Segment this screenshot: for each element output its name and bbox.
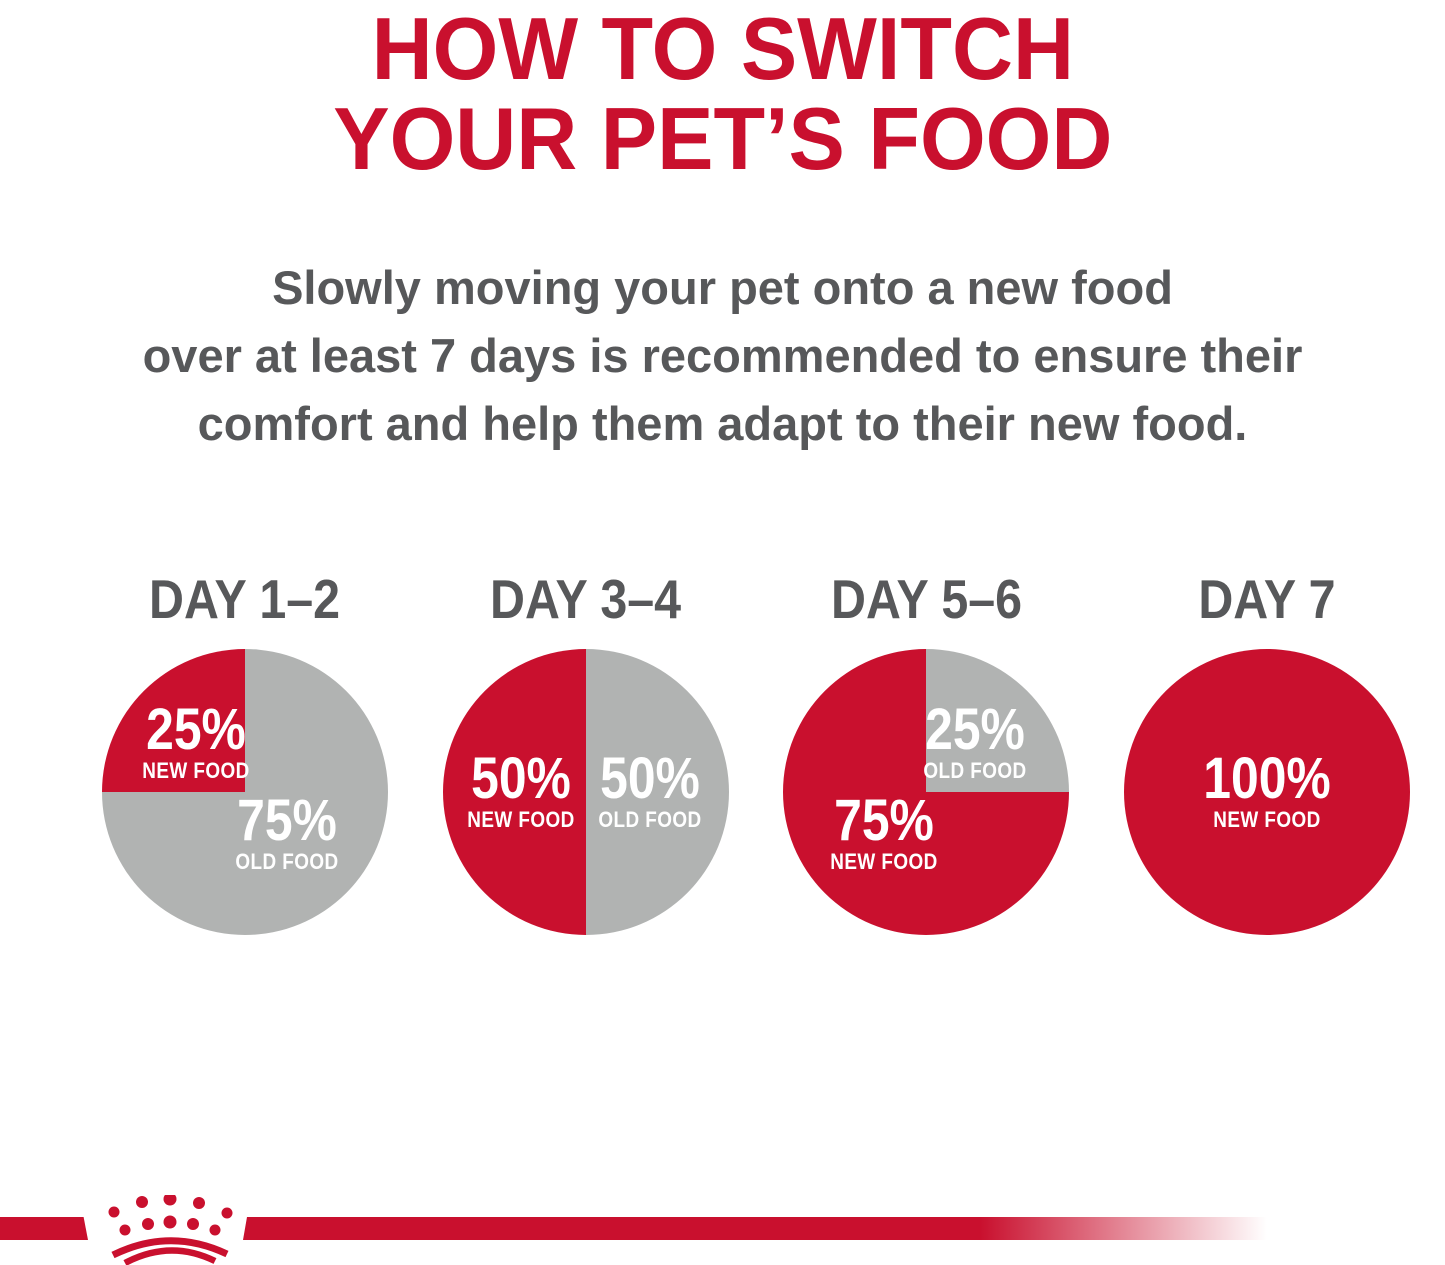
pie-column: DAY 3–4 50% NEW FOOD 50% OLD FOOD bbox=[436, 570, 736, 935]
subtitle-line1: Slowly moving your pet onto a new food bbox=[272, 261, 1173, 314]
pie-slice-food-label: OLD FOOD bbox=[923, 758, 1027, 784]
pie-slice-percent: 50% bbox=[600, 746, 700, 811]
subtitle-line3: comfort and help them adapt to their new… bbox=[197, 397, 1248, 450]
pie-svg bbox=[1123, 649, 1410, 935]
pie-chart-row: DAY 1–2 25% NEW FOOD 75% OLD FOOD DAY 3–4 50% N… bbox=[95, 570, 1417, 935]
royal-canin-crown-icon bbox=[108, 1195, 233, 1265]
pie-slice-old-food bbox=[102, 649, 388, 935]
pie-chart: 50% NEW FOOD 50% OLD FOOD bbox=[442, 649, 729, 935]
pie-column: DAY 1–2 25% NEW FOOD 75% OLD FOOD bbox=[95, 570, 395, 935]
pie-slice-percent: 25% bbox=[924, 697, 1025, 763]
pie-slice-label: 25% OLD FOOD bbox=[923, 697, 1027, 784]
pie-svg bbox=[442, 649, 729, 935]
pie-slice-new-food bbox=[1123, 649, 1410, 935]
pie-slice-food-label: NEW FOOD bbox=[830, 849, 938, 875]
page-title-line2: YOUR PET’S FOOD bbox=[332, 89, 1113, 188]
pie-slice-new-food bbox=[783, 649, 1070, 935]
pie-slice-new-food bbox=[102, 649, 245, 792]
pie-slice-percent: 75% bbox=[237, 788, 338, 854]
pie-slice-percent: 100% bbox=[1203, 746, 1331, 811]
pie-slice-label: 100% NEW FOOD bbox=[1203, 746, 1331, 832]
pie-slice-new-food bbox=[442, 649, 586, 935]
pie-slice-label: 25% NEW FOOD bbox=[142, 697, 251, 784]
pie-slice-label: 75% OLD FOOD bbox=[235, 788, 340, 875]
pie-day-label: DAY 3–4 bbox=[490, 568, 682, 630]
pie-svg bbox=[102, 649, 388, 935]
pie-chart: 25% NEW FOOD 75% OLD FOOD bbox=[102, 649, 388, 935]
pie-slice-old-food bbox=[926, 649, 1070, 792]
pie-day-label: DAY 5–6 bbox=[830, 568, 1022, 630]
pie-slice-food-label: NEW FOOD bbox=[1213, 807, 1321, 832]
pie-slice-label: 50% NEW FOOD bbox=[467, 746, 576, 832]
page-title-line1: HOW TO SWITCH bbox=[371, 0, 1074, 98]
pie-slice-food-label: NEW FOOD bbox=[142, 758, 251, 784]
footer-bar-left bbox=[0, 1217, 88, 1240]
pie-column: DAY 7 100% NEW FOOD bbox=[1117, 570, 1417, 935]
pie-slice-label: 50% OLD FOOD bbox=[598, 746, 702, 832]
pie-slice-food-label: OLD FOOD bbox=[235, 849, 340, 875]
page-subtitle: Slowly moving your pet onto a new food o… bbox=[0, 254, 1445, 458]
pie-svg bbox=[783, 649, 1070, 935]
pie-slice-percent: 25% bbox=[146, 697, 247, 763]
pie-slice-food-label: OLD FOOD bbox=[598, 807, 702, 832]
pie-column: DAY 5–6 25% OLD FOOD 75% NEW FOOD bbox=[776, 570, 1076, 935]
footer-bar-right bbox=[243, 1217, 1267, 1240]
pie-slice-percent: 75% bbox=[833, 788, 934, 854]
pie-chart: 100% NEW FOOD bbox=[1123, 649, 1410, 935]
pie-day-label: DAY 1–2 bbox=[149, 568, 341, 630]
pie-day-label: DAY 7 bbox=[1198, 568, 1336, 630]
pie-slice-percent: 50% bbox=[471, 746, 572, 811]
pie-slice-food-label: NEW FOOD bbox=[467, 807, 576, 832]
pie-slice-old-food bbox=[585, 649, 729, 935]
page-title: HOW TO SWITCH YOUR PET’S FOOD bbox=[0, 4, 1445, 184]
pie-chart: 25% OLD FOOD 75% NEW FOOD bbox=[783, 649, 1070, 935]
footer bbox=[0, 1195, 1445, 1265]
pie-slice-label: 75% NEW FOOD bbox=[830, 788, 938, 875]
subtitle-line2: over at least 7 days is recommended to e… bbox=[142, 329, 1303, 382]
